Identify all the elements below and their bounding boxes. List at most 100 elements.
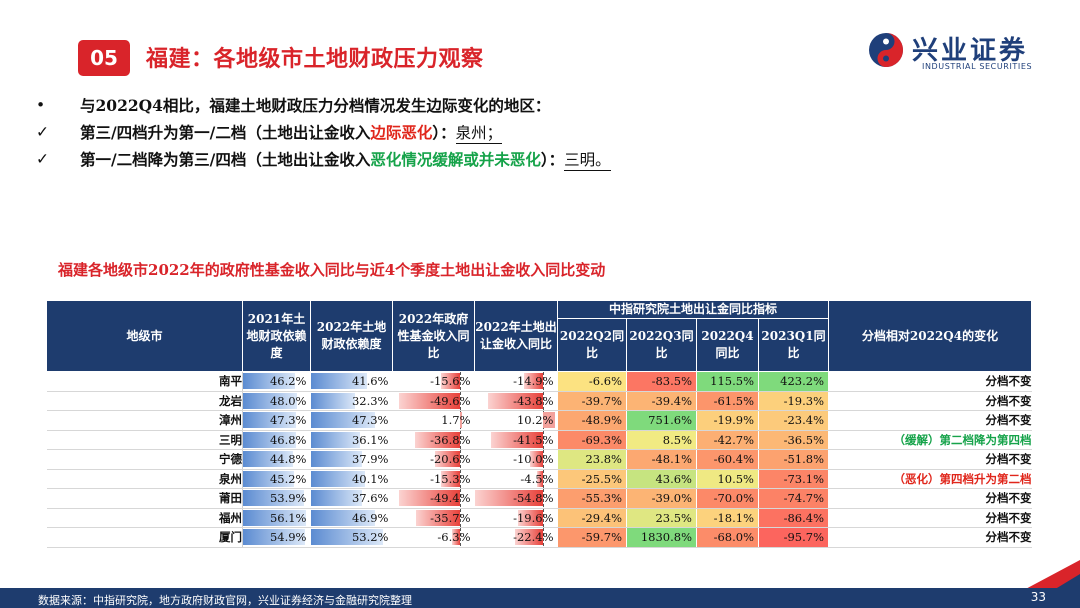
data-bar-fill: [243, 529, 305, 546]
table-body: 南平 46.2% 41.6% -15.6% -14.9% -6.6% -83.5% 115.5…: [46, 371, 1032, 548]
cell-q4: -60.4%: [696, 449, 759, 470]
table-row: 三明 46.8% 36.1% -36.8% -41.5% -69.3% 8.5% -42.7%…: [46, 430, 1032, 450]
data-source-note: 数据来源：中指研究院，地方政府财政官网，兴业证券经济与金融研究院整理: [38, 594, 412, 607]
data-bar-fill: [243, 490, 304, 507]
bullet-downgrade-text: 第一/二档降为第三/四档（土地出让金收入恶化情况缓解或并未恶化）：三明。: [80, 150, 611, 171]
bar-zero-axis: [542, 508, 544, 527]
cell-dep2021: 48.0%: [242, 391, 311, 411]
cell-fund2022: -49.6%: [392, 391, 475, 411]
cell-q2: -6.6%: [557, 371, 627, 392]
col-header-change: 分档相对2022Q4的变化: [828, 300, 1033, 372]
cell-city: 福州: [46, 508, 243, 528]
cell-q2: -55.3%: [557, 488, 627, 509]
col-header-dep2021: 2021年土地财政依赖度: [242, 300, 311, 372]
cell-value: -49.4%: [430, 491, 471, 506]
data-bar-fill: [243, 412, 297, 429]
data-bar-fill: [542, 412, 556, 429]
cell-value: -22.4%: [513, 530, 554, 545]
cell-value: 56.1%: [269, 510, 307, 525]
data-bar-fill: [524, 373, 543, 390]
bar-zero-axis: [542, 391, 544, 410]
cell-dep2022: 37.9%: [310, 449, 393, 470]
logo-chinese-name: 兴业证券: [912, 36, 1029, 66]
cell-fund2022: -49.4%: [392, 488, 475, 509]
data-bar-fill: [440, 373, 460, 390]
data-bar-fill: [514, 529, 543, 546]
cell-fund2022: -15.6%: [392, 371, 475, 392]
cell-fund2022: 1.7%: [392, 410, 475, 431]
cell-q2: -29.4%: [557, 508, 627, 528]
col-header-fund2022: 2022年政府性基金收入同比: [392, 300, 475, 372]
cell-city: 三明: [46, 430, 243, 450]
cell-q2: -59.7%: [557, 527, 627, 548]
cell-tier-change: 分档不变: [828, 488, 1032, 509]
cell-q4: -61.5%: [696, 391, 759, 411]
cell-q2: -69.3%: [557, 430, 627, 450]
cell-q4: -18.1%: [696, 508, 759, 528]
cell-city: 泉州: [46, 469, 243, 489]
cell-land2022: -19.6%: [474, 508, 558, 528]
data-bar-fill: [243, 373, 295, 390]
cell-value: -39.7%: [581, 393, 622, 408]
cell-land2022: -10.0%: [474, 449, 558, 470]
cell-dep2022: 47.3%: [310, 410, 393, 431]
bullet-intro: • 与2022Q4相比，福建土地财政压力分档情况发生边际变化的地区：: [36, 92, 1036, 119]
data-bar-fill: [310, 490, 362, 507]
data-bar-fill: [474, 490, 543, 507]
bar-zero-axis: [459, 528, 461, 547]
cell-q3: 1830.8%: [626, 527, 697, 548]
cell-city: 宁德: [46, 449, 243, 470]
data-bar-fill: [434, 451, 460, 468]
cell-value: -95.7%: [783, 530, 825, 545]
cell-q3: 23.5%: [626, 508, 697, 528]
cell-value: -60.4%: [713, 452, 754, 467]
cell-dep2021: 47.3%: [242, 410, 311, 431]
cell-q3: -48.1%: [626, 449, 697, 470]
cell-value: 23.8%: [585, 452, 622, 467]
cell-q4: 115.5%: [696, 371, 759, 392]
cell-q4: -70.0%: [696, 488, 759, 509]
cell-value: -43.8%: [513, 393, 554, 408]
land-finance-table: 地级市 2021年土地财政依赖度 2022年土地财政依赖度 2022年政府性基金…: [46, 300, 1033, 548]
cell-land2022: -43.8%: [474, 391, 558, 411]
cell-city: 龙岩: [46, 391, 243, 411]
cell-q4: -19.9%: [696, 410, 759, 431]
check-icon: ✓: [36, 150, 49, 168]
data-bar-fill: [310, 529, 384, 546]
cell-value: 751.6%: [648, 413, 692, 428]
cell-value: 10.5%: [717, 471, 754, 486]
cell-land2022: 10.2%: [474, 410, 558, 431]
cell-value: -6.6%: [588, 374, 622, 389]
cell-value: -39.4%: [651, 393, 692, 408]
cell-city: 厦门: [46, 527, 243, 548]
cell-value: 8.5%: [662, 432, 692, 447]
cell-q1: -19.3%: [758, 391, 830, 411]
cell-value: -51.8%: [783, 452, 825, 467]
col-header-group: 中指研究院土地出让金同比指标: [556, 300, 830, 319]
cell-land2022: -41.5%: [474, 430, 558, 450]
cell-q2: 23.8%: [557, 449, 627, 470]
data-bar-fill: [414, 431, 460, 448]
bar-zero-axis: [459, 372, 461, 391]
cell-value: 37.9%: [351, 452, 389, 467]
data-bar-fill: [536, 470, 543, 487]
cell-value: -61.5%: [713, 393, 754, 408]
cell-value: 47.3%: [269, 413, 307, 428]
cell-value: -6.3%: [437, 530, 471, 545]
cell-value: 46.9%: [351, 510, 389, 525]
cell-tier-change: 分档不变: [828, 391, 1032, 411]
cell-q2: -48.9%: [557, 410, 627, 431]
cell-value: 46.2%: [269, 374, 307, 389]
summary-bullets: • 与2022Q4相比，福建土地财政压力分档情况发生边际变化的地区： ✓ 第三/…: [36, 92, 1036, 173]
cell-value: 115.5%: [710, 374, 754, 389]
bar-zero-axis: [542, 372, 544, 391]
cell-value: -86.4%: [783, 510, 825, 525]
bullet-intro-text: 与2022Q4相比，福建土地财政压力分档情况发生边际变化的地区：: [80, 96, 551, 115]
cell-fund2022: -15.3%: [392, 469, 475, 489]
cell-value: -14.9%: [513, 374, 554, 389]
cell-value: -54.8%: [513, 491, 554, 506]
cell-value: 37.6%: [351, 491, 389, 506]
data-bar-fill: [310, 392, 355, 409]
cell-value: -48.1%: [651, 452, 692, 467]
cell-value: 36.1%: [351, 432, 389, 447]
